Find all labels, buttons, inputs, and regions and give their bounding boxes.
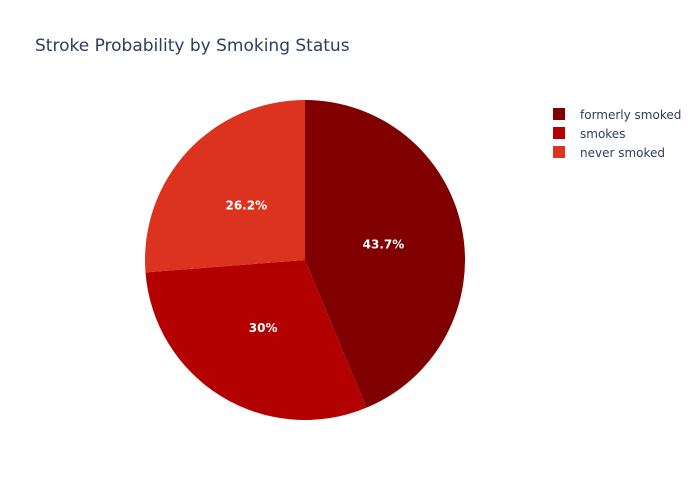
slice-label-formerly-smoked: 43.7% <box>363 237 405 251</box>
legend-item-never-smoked[interactable]: never smoked <box>553 146 665 160</box>
pie-slice-smokes[interactable] <box>145 260 367 420</box>
legend[interactable]: formerly smoked smokes never smoked <box>553 108 681 160</box>
slice-label-group: 43.7% 30% 26.2% <box>225 199 404 336</box>
legend-swatch-formerly-smoked[interactable] <box>553 108 565 120</box>
legend-label-formerly-smoked[interactable]: formerly smoked <box>580 108 681 122</box>
chart-title: Stroke Probability by Smoking Status <box>35 36 350 56</box>
pie-group <box>145 100 465 420</box>
legend-swatch-never-smoked[interactable] <box>553 146 565 158</box>
legend-swatch-smokes[interactable] <box>553 127 565 139</box>
slice-label-never-smoked: 26.2% <box>225 199 267 213</box>
pie-slice-formerly-smoked[interactable] <box>305 100 465 408</box>
legend-label-never-smoked[interactable]: never smoked <box>580 146 665 160</box>
pie-slice-never-smoked[interactable] <box>145 100 305 273</box>
legend-item-smokes[interactable]: smokes <box>553 127 625 141</box>
slice-label-smokes: 30% <box>249 321 278 335</box>
legend-item-formerly-smoked[interactable]: formerly smoked <box>553 108 681 122</box>
legend-label-smokes[interactable]: smokes <box>580 127 625 141</box>
